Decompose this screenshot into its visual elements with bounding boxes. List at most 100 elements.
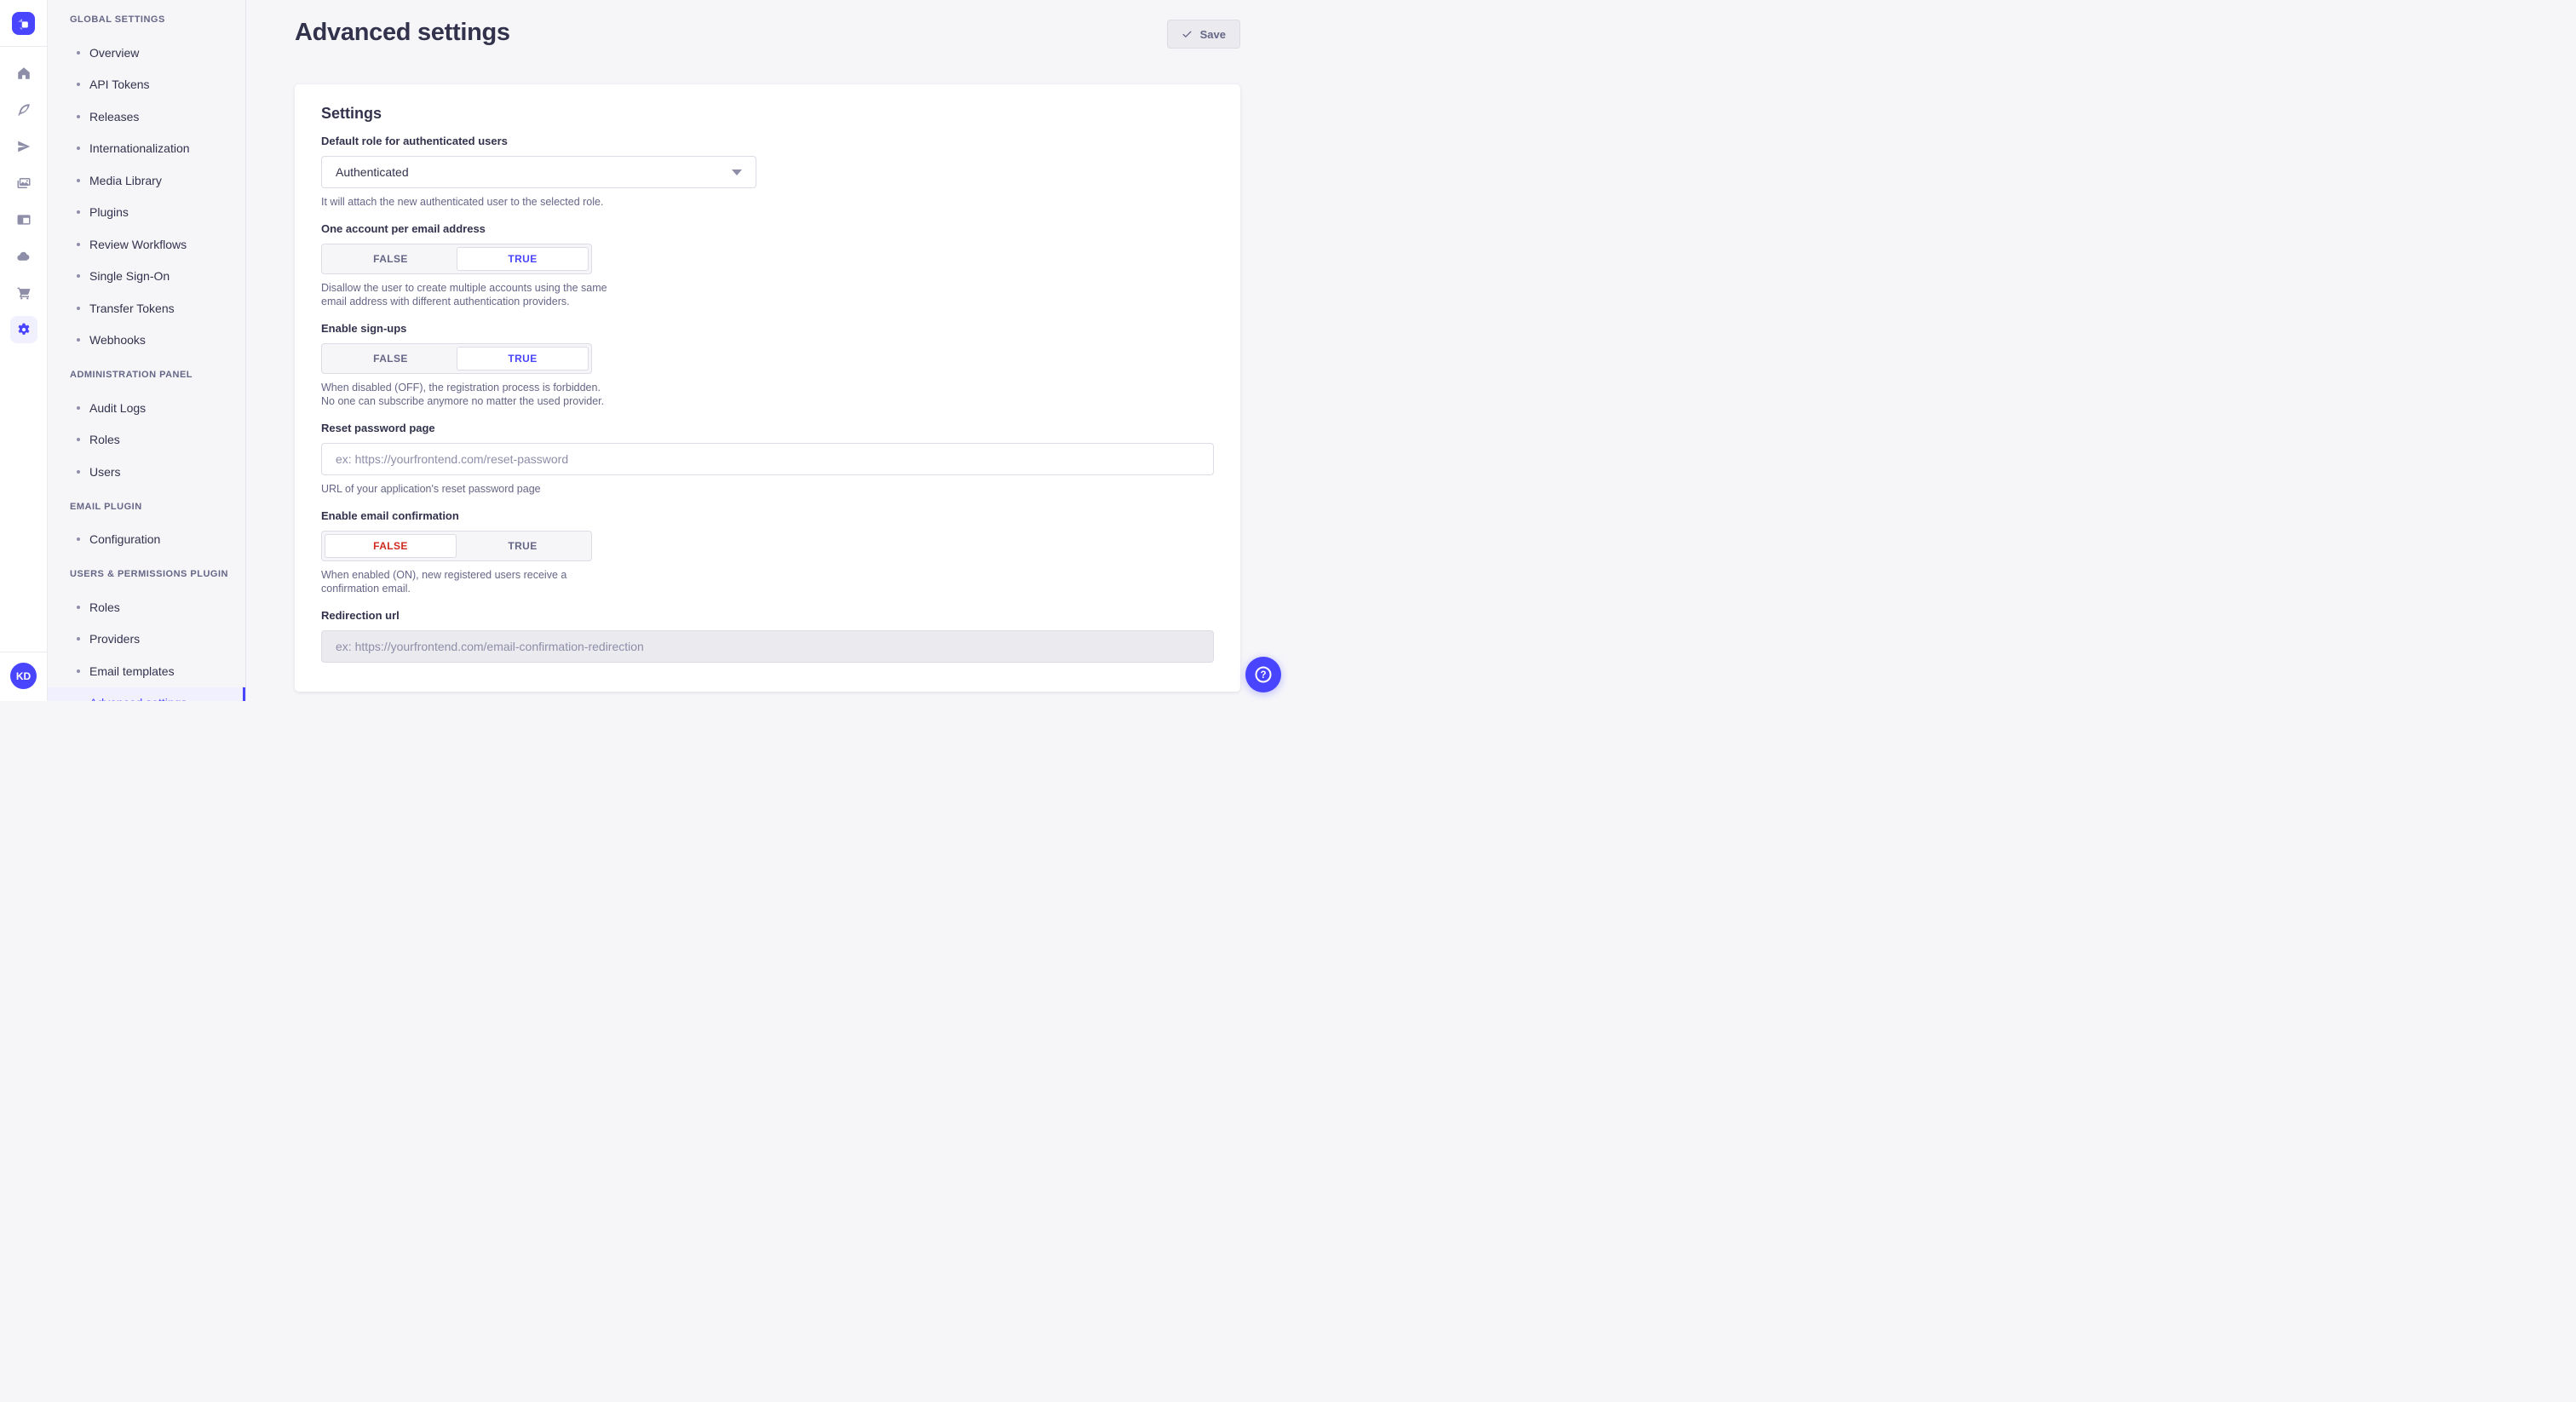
- enable-signups-hint: When disabled (OFF), the registration pr…: [321, 382, 605, 407]
- app-window: KD GLOBAL SETTINGS Overview API Tokens Rele…: [0, 0, 1288, 701]
- settings-sidebar: GLOBAL SETTINGS Overview API Tokens Release…: [48, 0, 246, 701]
- sidebar-item-email-templates[interactable]: Email templates: [48, 655, 245, 687]
- sidebar-section-title-email-plugin: EMAIL PLUGIN: [70, 501, 142, 512]
- email-confirmation-toggle: FALSE TRUE: [321, 531, 592, 561]
- enable-signups-toggle: FALSE TRUE: [321, 343, 592, 374]
- sidebar-item-releases[interactable]: Releases: [48, 101, 245, 133]
- nav-paper-plane[interactable]: [10, 133, 37, 160]
- bullet-icon: [77, 605, 80, 609]
- sidebar-item-label: Roles: [89, 600, 120, 614]
- bullet-icon: [77, 306, 80, 310]
- sidebar-item-audit-logs[interactable]: Audit Logs: [48, 392, 245, 424]
- home-icon: [17, 67, 30, 79]
- paper-plane-icon: [17, 141, 30, 152]
- field-email-confirmation: Enable email confirmation FALSE TRUE Whe…: [321, 509, 1214, 595]
- save-button[interactable]: Save: [1166, 20, 1240, 49]
- reset-password-label: Reset password page: [321, 422, 435, 434]
- bullet-icon: [77, 438, 80, 442]
- sidebar-item-label: Transfer Tokens: [89, 301, 175, 315]
- page-title: Advanced settings: [295, 19, 510, 46]
- sidebar-item-webhooks[interactable]: Webhooks: [48, 325, 245, 357]
- media-icon: [17, 178, 30, 188]
- one-account-false-option[interactable]: FALSE: [373, 253, 408, 265]
- sidebar-item-api-tokens[interactable]: API Tokens: [48, 69, 245, 101]
- sidebar-item-users[interactable]: Users: [48, 456, 245, 488]
- sidebar-item-label: Releases: [89, 109, 140, 124]
- enable-signups-true-option[interactable]: TRUE: [457, 347, 589, 371]
- avatar[interactable]: KD: [10, 663, 37, 689]
- bullet-icon: [77, 178, 80, 182]
- one-account-toggle: FALSE TRUE: [321, 244, 592, 274]
- sidebar-section-email-plugin: EMAIL PLUGIN Configuration: [48, 498, 245, 556]
- bullet-icon: [77, 210, 80, 215]
- bullet-icon: [77, 83, 80, 87]
- default-role-hint: It will attach the new authenticated use…: [321, 196, 604, 208]
- sidebar-item-label: Users: [89, 464, 121, 479]
- email-confirmation-label: Enable email confirmation: [321, 509, 459, 522]
- default-role-selected-value: Authenticated: [336, 165, 409, 179]
- field-reset-password: Reset password page URL of your applicat…: [321, 422, 1214, 496]
- strapi-logo-icon: [18, 18, 28, 31]
- sidebar-item-internationalization[interactable]: Internationalization: [48, 133, 245, 165]
- email-confirmation-true-option[interactable]: TRUE: [508, 540, 538, 552]
- nav-layout[interactable]: [10, 206, 37, 233]
- bullet-icon: [77, 147, 80, 151]
- bullet-icon: [77, 338, 80, 342]
- email-confirmation-hint: When enabled (ON), new registered users …: [321, 569, 567, 595]
- nav-rail: KD: [0, 0, 48, 701]
- nav-home[interactable]: [10, 60, 37, 87]
- rail-divider: [0, 46, 47, 47]
- bullet-icon: [77, 50, 80, 55]
- sidebar-item-single-sign-on[interactable]: Single Sign-On: [48, 261, 245, 293]
- help-button[interactable]: ?: [1245, 657, 1281, 692]
- sidebar-item-label: Roles: [89, 433, 120, 447]
- sidebar-section-global-settings: GLOBAL SETTINGS Overview API Tokens Release…: [48, 11, 245, 356]
- sidebar-item-overview[interactable]: Overview: [48, 37, 245, 69]
- settings-card-title: Settings: [321, 105, 382, 122]
- cloud-icon: [16, 251, 29, 261]
- question-mark-icon: ?: [1255, 666, 1272, 683]
- app-logo[interactable]: [12, 12, 35, 35]
- one-account-true-option[interactable]: TRUE: [457, 247, 589, 271]
- field-redirection-url: Redirection url: [321, 609, 1214, 663]
- sidebar-item-configuration[interactable]: Configuration: [48, 524, 245, 556]
- sidebar-item-review-workflows[interactable]: Review Workflows: [48, 228, 245, 261]
- default-role-label: Default role for authenticated users: [321, 135, 508, 147]
- sidebar-item-label: Providers: [89, 632, 141, 646]
- sidebar-item-label: Overview: [89, 45, 140, 60]
- sidebar-item-media-library[interactable]: Media Library: [48, 164, 245, 197]
- svg-text:?: ?: [1260, 670, 1266, 681]
- nav-cart[interactable]: [10, 279, 37, 307]
- cart-icon: [17, 287, 30, 300]
- sidebar-item-roles[interactable]: Roles: [48, 591, 245, 623]
- sidebar-item-providers[interactable]: Providers: [48, 623, 245, 656]
- rail-nav-icons: [9, 60, 37, 343]
- email-confirmation-false-option[interactable]: FALSE: [325, 534, 457, 558]
- default-role-select[interactable]: Authenticated: [321, 156, 756, 188]
- sidebar-item-transfer-tokens[interactable]: Transfer Tokens: [48, 292, 245, 325]
- enable-signups-false-option[interactable]: FALSE: [373, 353, 408, 365]
- sidebar-item-label: API Tokens: [89, 78, 150, 92]
- check-icon: [1182, 31, 1192, 37]
- sidebar-item-roles[interactable]: Roles: [48, 424, 245, 457]
- field-one-account: One account per email address FALSE TRUE…: [321, 222, 1214, 308]
- sidebar-item-advanced-settings[interactable]: Advanced settings: [48, 687, 245, 701]
- bullet-icon: [77, 669, 80, 673]
- bullet-icon: [77, 274, 80, 279]
- nav-gear[interactable]: [9, 316, 37, 343]
- sidebar-section-title-global-settings: GLOBAL SETTINGS: [70, 14, 165, 25]
- settings-card: Settings Default role for authenticated …: [295, 84, 1240, 692]
- reset-password-hint: URL of your application's reset password…: [321, 483, 541, 495]
- sidebar-item-plugins[interactable]: Plugins: [48, 197, 245, 229]
- sidebar-item-label: Internationalization: [89, 141, 190, 156]
- sidebar-item-label: Single Sign-On: [89, 269, 170, 284]
- nav-cloud[interactable]: [10, 243, 37, 270]
- nav-feather[interactable]: [10, 96, 37, 124]
- gear-icon: [18, 323, 29, 335]
- sidebar-item-label: Media Library: [89, 173, 162, 187]
- sidebar-section-administration-panel: ADMINISTRATION PANEL Audit Logs Roles Users: [48, 366, 245, 488]
- nav-media[interactable]: [10, 170, 37, 197]
- rail-bottom: KD: [0, 652, 47, 701]
- sidebar-section-title-administration-panel: ADMINISTRATION PANEL: [70, 370, 193, 380]
- reset-password-input[interactable]: [321, 443, 1214, 475]
